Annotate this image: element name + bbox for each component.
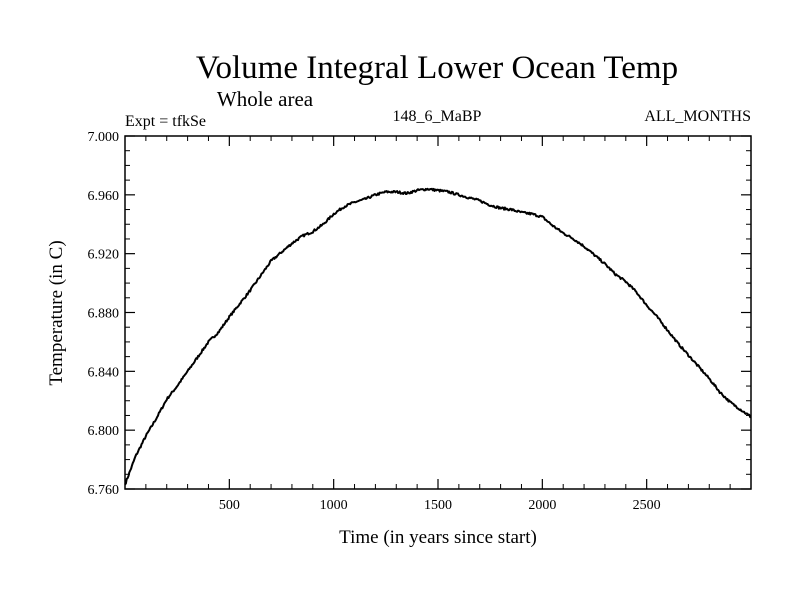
- y-tick-label: 6.760: [88, 483, 120, 498]
- x-tick-label: 500: [219, 498, 240, 513]
- y-tick-label: 6.800: [88, 424, 120, 439]
- y-axis-label: Temperature (in C): [46, 240, 67, 385]
- chart-subtitle: Whole area: [217, 87, 314, 111]
- plot-frame: [124, 135, 752, 490]
- y-axis-tick-labels: 6.760 6.800 6.840 6.880 6.920 6.960 7.000: [88, 130, 120, 498]
- x-axis-label: Time (in years since start): [339, 527, 537, 548]
- chart-title: Volume Integral Lower Ocean Temp: [196, 50, 678, 86]
- x-axis-tick-labels: 500 1000 1500 2000 2500: [219, 498, 661, 513]
- y-tick-label: 7.000: [88, 130, 120, 145]
- experiment-label: Expt = tfkSe: [125, 113, 206, 130]
- months-label: ALL_MONTHS: [644, 108, 751, 125]
- x-tick-label: 1500: [424, 498, 452, 513]
- y-tick-label: 6.920: [88, 248, 120, 263]
- y-tick-label: 6.840: [88, 365, 120, 380]
- x-axis-ticks: [145, 136, 731, 489]
- x-tick-label: 2000: [528, 498, 556, 513]
- y-tick-label: 6.960: [88, 189, 120, 204]
- y-tick-label: 6.880: [88, 307, 120, 322]
- x-tick-label: 2500: [633, 498, 661, 513]
- temperature-series-line: [124, 187, 752, 486]
- x-tick-label: 1000: [320, 498, 348, 513]
- period-label: 148_6_MaBP: [393, 108, 482, 125]
